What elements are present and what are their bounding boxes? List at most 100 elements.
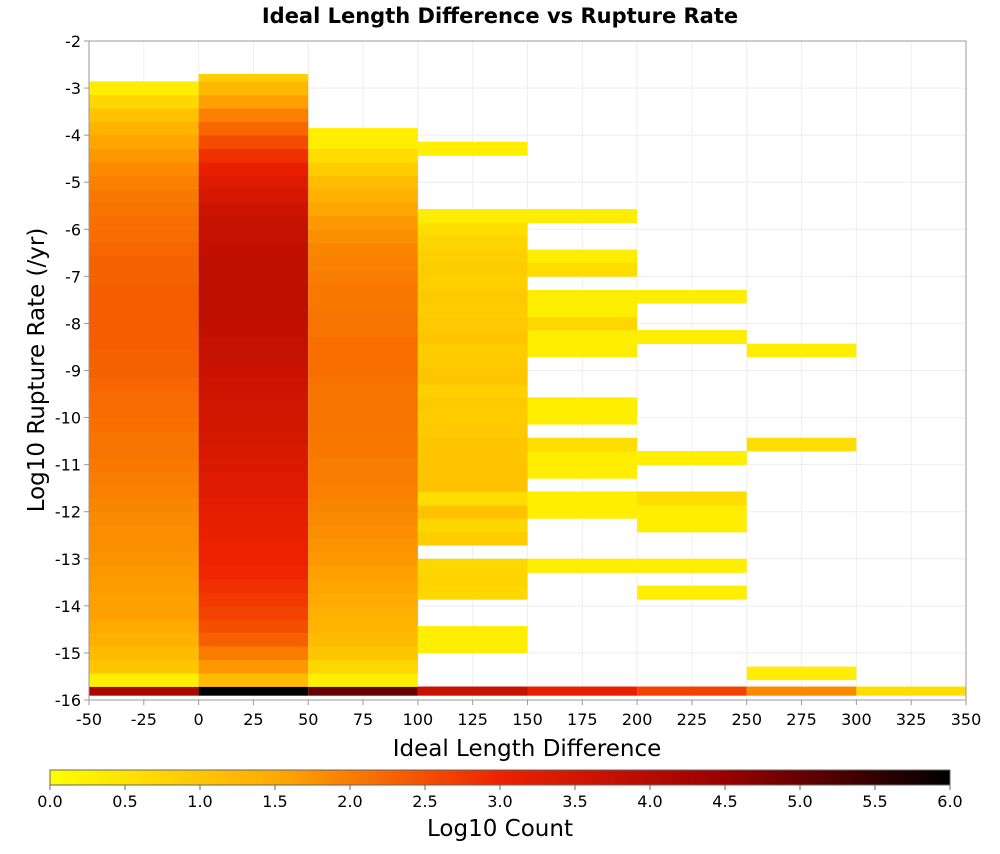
heatmap-cell-0-20 (89, 417, 199, 432)
heatmap-cell-5-5 (637, 491, 747, 506)
heatmap-cell-0-38 (89, 175, 199, 190)
colorbar-tick-label-3: 1.5 (262, 792, 287, 811)
heatmap-cell-0-23 (89, 377, 199, 392)
heatmap-cell-3-31 (417, 141, 528, 156)
heatmap-cell-1-33 (198, 242, 309, 257)
heatmap-cell-2-42 (308, 128, 418, 136)
heatmap-cell-1-39 (198, 162, 309, 176)
heatmap-cell-4-14 (527, 262, 638, 277)
heatmap-cell-0-17 (89, 457, 199, 472)
heatmap-cell-1-35 (198, 215, 309, 230)
heatmap-cell-1-36 (198, 202, 309, 217)
x-tick-label-11: 225 (677, 710, 708, 729)
heatmap-cell-0-24 (89, 363, 199, 378)
heatmap-cell-4-10 (527, 330, 638, 345)
y-axis: -2 -3 -4 -5 -6 -7 -8 -9 -10 -11 -12 -13 -14 -15 -16 (55, 32, 89, 710)
heatmap-cell-0-7 (89, 592, 199, 607)
heatmap-cell-3-11 (417, 464, 528, 479)
colorbar-tick-label-12: 6.0 (937, 792, 962, 811)
heatmap-cell-2-4 (308, 632, 418, 647)
heatmap-cell-0-36 (89, 202, 199, 217)
heatmap-cell-2-26 (308, 336, 418, 351)
heatmap-cell-0-41 (89, 135, 199, 150)
heatmap-cell-1-15 (198, 484, 309, 499)
heatmap-cell-0-29 (89, 296, 199, 311)
x-tick-label-5: 75 (353, 710, 373, 729)
y-tick-label-2: -4 (65, 126, 81, 145)
x-tick-label-9: 175 (567, 710, 598, 729)
heatmap-cell-1-19 (198, 431, 309, 445)
heatmap-cell-6-0 (746, 686, 857, 696)
x-axis-label: Ideal Length Difference (393, 736, 662, 762)
heatmap-cell-2-7 (308, 592, 418, 607)
heatmap-cell-1-31 (198, 269, 309, 284)
x-tick-label-13: 275 (786, 710, 817, 729)
heatmap-cell-1-18 (198, 444, 309, 459)
heatmap-cell-1-37 (198, 188, 309, 203)
heatmap-cell-3-19 (417, 356, 528, 371)
heatmap-cell-3-9 (417, 491, 528, 506)
heatmap-cell-2-1 (308, 673, 418, 687)
heatmap-cell-1-43 (198, 108, 309, 123)
heatmap-cell-2-18 (308, 444, 418, 459)
heatmap-cell-0-13 (89, 511, 199, 526)
y-tick-label-8: -10 (55, 409, 81, 428)
heatmap-cell-3-21 (417, 330, 528, 345)
heatmap-cell-0-3 (89, 646, 199, 661)
heatmap-cell-1-21 (198, 404, 309, 418)
heatmap-cell-1-24 (198, 363, 309, 378)
heatmap-cell-3-4 (417, 572, 528, 587)
heatmap-cell-1-28 (198, 309, 309, 324)
y-tick-label-11: -13 (55, 550, 81, 569)
heatmap-cell-4-1 (527, 558, 638, 573)
heatmap-cell-0-11 (89, 538, 199, 553)
heatmap-cell-4-4 (527, 464, 638, 479)
heatmap-cell-2-12 (308, 525, 418, 539)
heatmap-cell-4-15 (527, 249, 638, 264)
heatmap-cell-0-30 (89, 283, 199, 297)
heatmap-cell-5-4 (637, 505, 747, 519)
x-tick-label-1: -25 (131, 710, 157, 729)
heatmap-cell-3-16 (417, 397, 528, 412)
heatmap-cell-2-0 (308, 686, 418, 696)
heatmap-cell-0-37 (89, 188, 199, 203)
heatmap-cell-2-27 (308, 323, 418, 338)
y-tick-label-0: -2 (65, 32, 81, 51)
heatmap-cell-0-2 (89, 659, 199, 674)
colorbar (49, 769, 951, 786)
heatmap-cell-4-9 (527, 343, 638, 358)
heatmap-cell-4-16 (527, 209, 638, 224)
heatmap-cell-3-28 (417, 235, 528, 250)
heatmap-cell-2-20 (308, 417, 418, 432)
heatmap-cell-0-4 (89, 632, 199, 647)
heatmap-cell-5-0 (637, 686, 747, 696)
heatmap-cell-2-41 (308, 135, 418, 150)
heatmap-cell-0-8 (89, 578, 199, 593)
heatmap-cell-4-8 (527, 397, 638, 412)
heatmap-cell-1-3 (198, 646, 309, 661)
x-axis: -50 -25 0 25 50 75 100 125 150 175 200 225 250 275 300… (76, 700, 981, 729)
heatmap-cell-1-29 (198, 296, 309, 311)
y-tick-label-5: -7 (65, 267, 81, 286)
heatmap-cell-1-0 (198, 686, 309, 696)
heatmap-cell-2-39 (308, 162, 418, 176)
heatmap-cell-0-6 (89, 605, 199, 620)
heatmap-cell-1-8 (198, 578, 309, 593)
heatmap-cell-1-26 (198, 336, 309, 351)
heatmap-cell-3-24 (417, 290, 528, 304)
heatmap-cell-1-10 (198, 552, 309, 566)
heatmap-cell-0-34 (89, 229, 199, 244)
heatmap-cell-0-40 (89, 148, 199, 163)
heatmap-cell-2-3 (308, 646, 418, 661)
heatmap-cell-2-10 (308, 552, 418, 566)
colorbar-tick-label-7: 3.5 (562, 792, 587, 811)
heatmap-cell-1-9 (198, 565, 309, 580)
y-tick-label-9: -11 (55, 456, 81, 475)
heatmap-cell-2-14 (308, 498, 418, 513)
heatmap-cell-0-22 (89, 390, 199, 405)
heatmap-cell-0-45 (89, 81, 199, 96)
heatmap-cell-2-5 (308, 619, 418, 634)
heatmap-cell-4-11 (527, 316, 638, 331)
chart-title: Ideal Length Difference vs Rupture Rate (262, 4, 738, 28)
heatmap-cell-6-3 (746, 343, 857, 358)
